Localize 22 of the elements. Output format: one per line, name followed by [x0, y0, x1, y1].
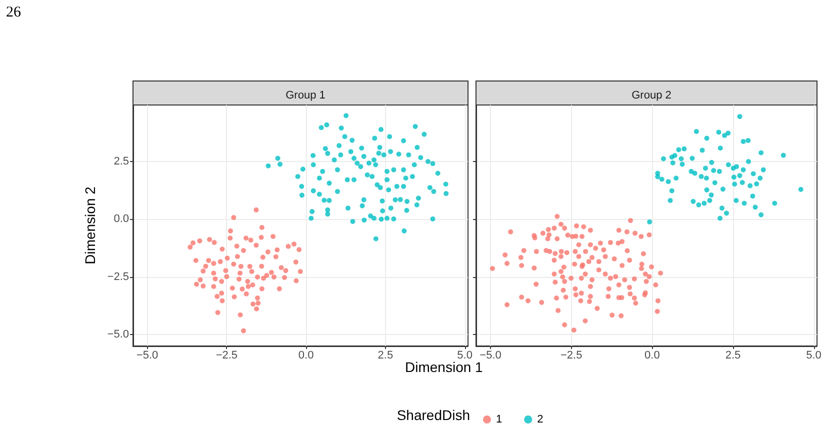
x-tick-label: 5.0 — [806, 350, 822, 362]
y-tick-label: −5.0 — [107, 328, 129, 340]
x-tick-label: −2.5 — [560, 350, 582, 362]
y-tick-label: −2.5 — [107, 270, 129, 283]
x-tick-label: 2.5 — [725, 350, 741, 362]
x-tick-label: 2.5 — [378, 350, 394, 362]
y-axis-title: Dimension 2 — [82, 186, 98, 264]
x-tick-label: −2.5 — [216, 350, 238, 362]
x-tick-label: 0.0 — [298, 350, 314, 362]
chart-title: Group 1 — [286, 90, 326, 102]
x-tick-label: −5.0 — [480, 350, 502, 362]
y-tick-label: 0.0 — [114, 213, 129, 226]
x-tick-label: 5.0 — [457, 350, 472, 362]
chart-title: Group 2 — [632, 90, 672, 102]
legend-label: 2 — [537, 414, 544, 426]
x-axis-title: Dimension 1 — [405, 359, 484, 375]
legend-label: 1 — [496, 414, 502, 426]
x-tick-label: 0.0 — [644, 350, 660, 362]
y-tick-label: 2.5 — [114, 156, 129, 168]
legend-title: SharedDish — [396, 407, 470, 423]
text: 26 — [6, 4, 22, 20]
x-tick-label: −5.0 — [136, 350, 158, 362]
